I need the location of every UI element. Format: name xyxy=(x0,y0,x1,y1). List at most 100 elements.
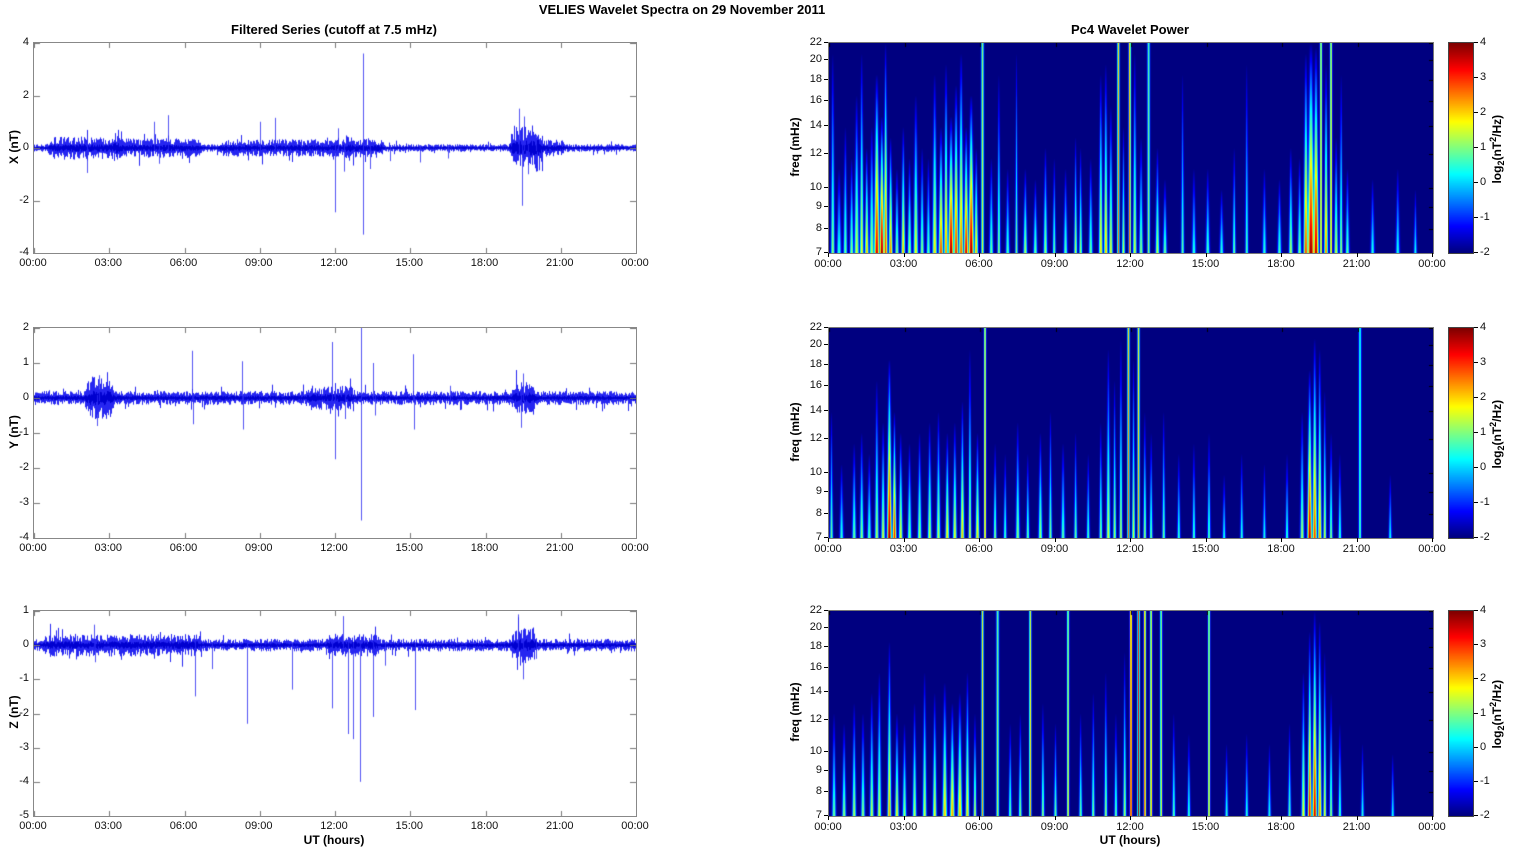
x-tick-label: 18:00 xyxy=(1267,543,1295,555)
x-tick-label: 03:00 xyxy=(94,542,123,554)
colorbar-tick-label: 4 xyxy=(1480,321,1487,333)
freq-tick-label: 20 xyxy=(809,338,822,351)
x-tick-label: 15:00 xyxy=(395,257,424,269)
x-tick-mark xyxy=(1357,253,1358,257)
x-tick-mark xyxy=(1432,253,1433,257)
y-tick-label: -5 xyxy=(19,809,29,821)
colorbar-tick-mark xyxy=(1474,610,1478,611)
colorbar-tick-label: -1 xyxy=(1480,774,1490,787)
freq-tick-label: 16 xyxy=(809,94,822,107)
x-tick-mark xyxy=(1206,816,1207,820)
x-tick-label: 21:00 xyxy=(1342,258,1371,270)
colorbar-tick-label: -2 xyxy=(1480,531,1490,543)
freq-tick-mark xyxy=(824,228,828,229)
colorbar-tick-label: 2 xyxy=(1480,391,1487,403)
colorbar-label-sub: 2 xyxy=(1496,160,1507,166)
freq-tick-mark xyxy=(824,252,828,253)
x-tick-label: 03:00 xyxy=(889,821,918,833)
freq-tick-mark xyxy=(824,206,828,207)
x-tick-label: 09:00 xyxy=(1040,821,1069,833)
y-tick-label: -4 xyxy=(19,246,29,258)
colorbar-tick-mark xyxy=(1474,182,1478,183)
x-tick-label: 18:00 xyxy=(470,820,499,832)
colorbar-tick-label: 0 xyxy=(1480,461,1487,473)
y-tick-label: 2 xyxy=(22,321,29,333)
y-tick-label: -3 xyxy=(19,496,29,508)
series-canvas-z xyxy=(33,610,637,817)
colorbar-label-sub: 2 xyxy=(1496,445,1507,451)
colorbar-tick-label: 1 xyxy=(1480,426,1487,438)
y-tick-label: -2 xyxy=(19,461,29,473)
x-axis-label: UT (hours) xyxy=(303,833,365,847)
freq-tick-mark xyxy=(824,537,828,538)
freq-tick-mark xyxy=(824,187,828,188)
x-tick-label: 15:00 xyxy=(1191,543,1220,555)
x-tick-label: 00:00 xyxy=(814,543,842,555)
colorbar-tick-mark xyxy=(1474,815,1478,816)
x-tick-label: 21:00 xyxy=(545,820,574,832)
y-tick-label: 1 xyxy=(22,356,29,368)
freq-tick-mark xyxy=(824,100,828,101)
colorbar-tick-mark xyxy=(1474,147,1478,148)
colorbar-tick-label: -2 xyxy=(1480,246,1490,258)
colorbar-tick-label: -1 xyxy=(1480,496,1490,508)
freq-tick-label: 18 xyxy=(809,72,822,85)
freq-tick-mark xyxy=(824,364,828,365)
freq-tick-label: 9 xyxy=(815,199,822,212)
x-tick-label: 09:00 xyxy=(244,542,273,554)
x-tick-label: 18:00 xyxy=(470,257,499,269)
colorbar-tick-label: -2 xyxy=(1480,809,1490,821)
x-tick-mark xyxy=(1357,816,1358,820)
freq-tick-label: 10 xyxy=(809,745,822,758)
x-tick-mark xyxy=(979,538,980,542)
freq-tick-mark xyxy=(824,646,828,647)
x-tick-mark xyxy=(1055,816,1056,820)
freq-tick-mark xyxy=(824,79,828,80)
freq-tick-label: 14 xyxy=(809,684,822,697)
colorbar-tick-mark xyxy=(1474,42,1478,43)
x-tick-label: 18:00 xyxy=(1267,258,1295,270)
x-tick-label: 00:00 xyxy=(19,820,47,832)
freq-tick-label: 16 xyxy=(809,379,822,392)
freq-tick-label: 12 xyxy=(809,432,822,445)
colorbar-tick-mark xyxy=(1474,112,1478,113)
spectrogram-canvas-z xyxy=(828,610,1434,817)
x-tick-label: 06:00 xyxy=(965,258,993,270)
x-tick-label: 12:00 xyxy=(320,257,348,269)
x-tick-label: 21:00 xyxy=(1342,821,1371,833)
spectrogram-canvas-y xyxy=(828,327,1434,539)
colorbar-tick-label: 4 xyxy=(1480,36,1487,48)
y-tick-label: 1 xyxy=(22,604,29,616)
freq-tick-mark xyxy=(824,491,828,492)
wavelet-panel-title: Pc4 Wavelet Power xyxy=(1070,22,1189,37)
colorbar xyxy=(1448,327,1474,539)
x-tick-mark xyxy=(904,253,905,257)
freq-tick-label: 14 xyxy=(809,118,822,131)
spectrogram-canvas-x xyxy=(828,42,1434,254)
x-tick-mark xyxy=(904,538,905,542)
colorbar-tick-mark xyxy=(1474,713,1478,714)
freq-tick-label: 7 xyxy=(815,246,822,258)
x-tick-label: 15:00 xyxy=(395,542,424,554)
x-tick-label: 12:00 xyxy=(1116,258,1144,270)
x-tick-label: 03:00 xyxy=(94,257,123,269)
colorbar-tick-mark xyxy=(1474,77,1478,78)
x-tick-label: 00:00 xyxy=(814,821,842,833)
x-tick-label: 12:00 xyxy=(320,542,348,554)
y-tick-label: 0 xyxy=(22,638,29,651)
freq-tick-label: 22 xyxy=(809,604,822,616)
x-tick-mark xyxy=(1206,253,1207,257)
freq-tick-label: 22 xyxy=(809,36,822,48)
x-tick-mark xyxy=(1206,538,1207,542)
colorbar-tick-label: 1 xyxy=(1480,706,1487,719)
freq-tick-label: 14 xyxy=(809,403,822,416)
x-tick-mark xyxy=(979,253,980,257)
x-tick-mark xyxy=(1281,538,1282,542)
colorbar-tick-mark xyxy=(1474,362,1478,363)
y-tick-label: -1 xyxy=(19,672,29,685)
freq-tick-label: 16 xyxy=(809,661,822,673)
freq-tick-label: 22 xyxy=(809,321,822,333)
x-tick-mark xyxy=(828,816,829,820)
x-tick-mark xyxy=(1281,253,1282,257)
x-tick-mark xyxy=(1055,253,1056,257)
